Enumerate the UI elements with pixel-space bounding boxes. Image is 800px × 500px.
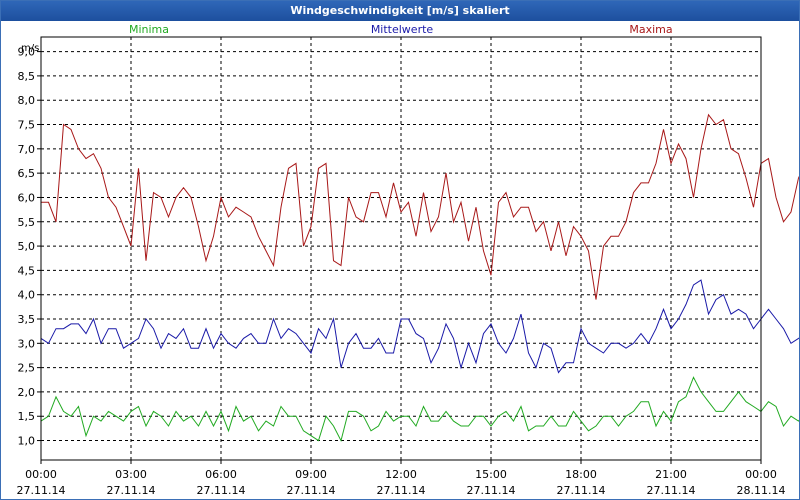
series-line-maxima [41, 113, 799, 300]
y-tick-label: 6,5 [18, 167, 36, 180]
x-tick-time: 00:00 [745, 468, 777, 481]
y-tick-label: 2,5 [18, 362, 36, 375]
x-tick-date: 27.11.14 [17, 484, 66, 497]
window-title: Windgeschwindigkeit [m/s] skaliert [1, 1, 799, 21]
y-tick-label: 5,5 [18, 216, 36, 229]
y-tick-label: 5,0 [18, 240, 36, 253]
legend: Minima Mittelwerte Maxima [129, 23, 673, 36]
y-tick-label: 1,0 [18, 435, 36, 448]
x-tick-time: 21:00 [655, 468, 687, 481]
x-tick-date: 27.11.14 [557, 484, 606, 497]
y-tick-label: 2,0 [18, 386, 36, 399]
y-tick-label: 9,0 [18, 46, 36, 59]
grid [41, 37, 761, 460]
series-lines [40, 113, 799, 442]
y-tick-label: 3,5 [18, 313, 36, 326]
y-tick-label: 8,5 [18, 70, 36, 83]
series-line-minima [40, 376, 799, 442]
x-tick-date: 28.11.14 [737, 484, 786, 497]
y-axis-label: m/s [21, 43, 39, 54]
y-tick-label: 4,5 [18, 264, 36, 277]
y-tick-label: 6,0 [18, 191, 36, 204]
x-tick-time: 09:00 [295, 468, 327, 481]
x-tick-date: 27.11.14 [107, 484, 156, 497]
wind-speed-chart: 1,0 1,5 2,0 2,5 3,0 3,5 4,0 4,5 5,0 5,5 6,0 6,5 7,0 7… [17, 23, 799, 497]
x-tick-time: 12:00 [385, 468, 417, 481]
y-tick-label: 7,5 [18, 119, 36, 132]
series-line-mittelwerte [40, 279, 799, 374]
x-tick-time: 06:00 [205, 468, 237, 481]
x-tick-date: 27.11.14 [287, 484, 336, 497]
x-tick-time: 03:00 [115, 468, 147, 481]
y-tick-label: 8,0 [18, 94, 36, 107]
axis-ticks: 1,0 1,5 2,0 2,5 3,0 3,5 4,0 4,5 5,0 5,5 6,0 6,5 7,0 7… [17, 46, 786, 497]
y-tick-label: 3,0 [18, 337, 36, 350]
x-tick-date: 27.11.14 [467, 484, 516, 497]
legend-maxima: Maxima [629, 23, 672, 36]
x-tick-time: 00:00 [25, 468, 57, 481]
x-tick-date: 27.11.14 [647, 484, 696, 497]
x-tick-date: 27.11.14 [197, 484, 246, 497]
y-tick-label: 4,0 [18, 289, 36, 302]
x-tick-time: 18:00 [565, 468, 597, 481]
legend-minima: Minima [129, 23, 169, 36]
x-tick-date: 27.11.14 [377, 484, 426, 497]
y-tick-label: 7,0 [18, 143, 36, 156]
legend-mittelwerte: Mittelwerte [371, 23, 434, 36]
x-tick-time: 15:00 [475, 468, 507, 481]
y-tick-label: 1,5 [18, 410, 36, 423]
